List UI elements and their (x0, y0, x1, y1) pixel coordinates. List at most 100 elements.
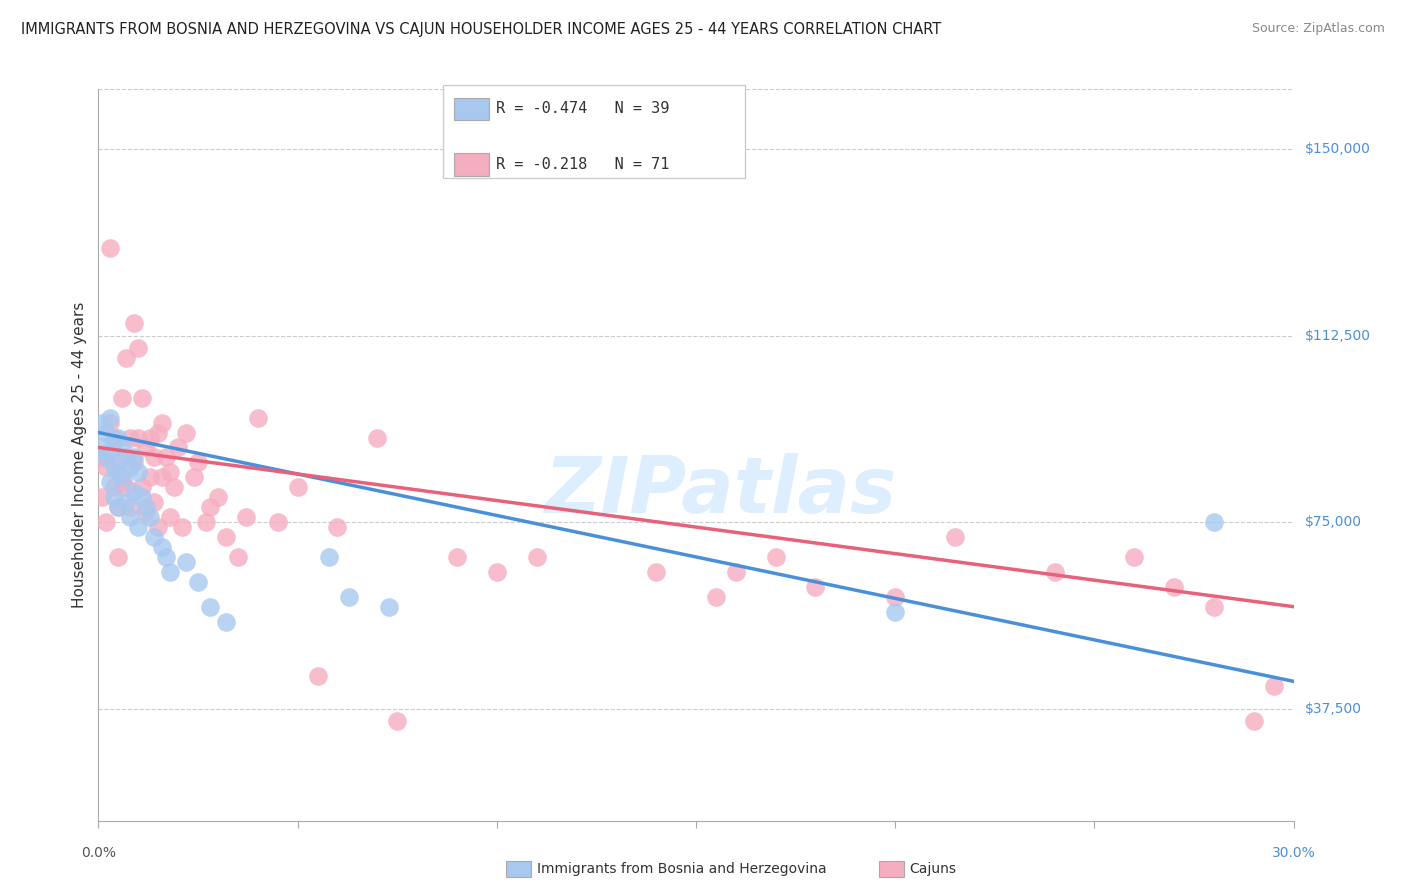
Point (131, 480, 153, 494)
Point (215, 530, 238, 544)
Point (135, 441, 157, 455)
Point (1202, 515, 1225, 529)
Text: Source: ZipAtlas.com: Source: ZipAtlas.com (1251, 22, 1385, 36)
Point (267, 515, 290, 529)
Point (135, 500, 157, 515)
Point (124, 316, 146, 330)
Point (127, 520, 149, 534)
Point (103, 460, 125, 475)
Point (148, 425, 170, 440)
Point (187, 574, 209, 589)
Point (1163, 580, 1185, 594)
Point (724, 565, 747, 579)
Point (1243, 714, 1265, 728)
Point (127, 430, 149, 444)
Point (148, 520, 170, 534)
Point (98, 475, 122, 490)
Point (143, 530, 166, 544)
Point (107, 430, 129, 444)
Point (124, 455, 146, 469)
Point (107, 549, 129, 564)
Point (107, 500, 129, 515)
Point (98, 410, 122, 425)
Point (127, 466, 149, 480)
Point (163, 480, 186, 494)
Point (120, 460, 142, 475)
Text: 0.0%: 0.0% (82, 846, 115, 860)
Point (235, 510, 257, 524)
Point (172, 520, 194, 534)
Text: $150,000: $150,000 (1305, 142, 1371, 156)
Point (385, 714, 409, 728)
Point (131, 490, 153, 504)
Point (159, 466, 181, 480)
Text: Immigrants from Bosnia and Herzegovina: Immigrants from Bosnia and Herzegovina (537, 862, 827, 876)
Point (91, 441, 114, 455)
Point (159, 510, 181, 524)
Point (339, 590, 360, 604)
Point (194, 515, 218, 529)
Text: $37,500: $37,500 (1305, 702, 1361, 715)
Point (91, 450, 114, 465)
Point (120, 500, 142, 515)
Point (366, 430, 388, 444)
Point (135, 505, 157, 519)
Point (318, 549, 340, 564)
Point (103, 435, 125, 450)
Point (107, 466, 129, 480)
Point (174, 555, 197, 569)
Point (198, 599, 221, 614)
Point (526, 549, 548, 564)
Point (120, 430, 142, 444)
Point (1043, 565, 1066, 579)
Point (120, 510, 142, 524)
Point (91, 490, 114, 504)
Point (159, 565, 181, 579)
Point (115, 450, 138, 465)
Point (207, 490, 229, 504)
Point (150, 540, 173, 554)
Point (96, 425, 118, 440)
Point (1123, 549, 1146, 564)
Text: R = -0.474   N = 39: R = -0.474 N = 39 (496, 102, 669, 116)
Point (378, 599, 401, 614)
Point (150, 416, 173, 430)
Point (155, 549, 177, 564)
Point (198, 500, 221, 515)
Point (155, 450, 177, 465)
Text: R = -0.218   N = 71: R = -0.218 N = 71 (496, 157, 669, 171)
Point (111, 475, 134, 490)
Point (107, 455, 129, 469)
Point (485, 565, 508, 579)
Point (111, 391, 134, 405)
Point (1202, 599, 1225, 614)
Point (127, 341, 149, 355)
Point (446, 549, 468, 564)
Point (187, 455, 209, 469)
Point (131, 391, 153, 405)
Point (143, 450, 166, 465)
Point (115, 480, 138, 494)
Point (139, 430, 162, 444)
Point (246, 410, 269, 425)
Point (287, 480, 309, 494)
Point (103, 430, 125, 444)
Point (111, 441, 134, 455)
Point (943, 530, 966, 544)
Point (174, 425, 197, 440)
Point (91, 416, 114, 430)
Point (103, 480, 125, 494)
Point (96, 460, 118, 475)
Point (139, 470, 162, 484)
Text: Cajuns: Cajuns (910, 862, 956, 876)
Point (215, 615, 238, 629)
Point (96, 515, 118, 529)
Point (96, 450, 118, 465)
Text: IMMIGRANTS FROM BOSNIA AND HERZEGOVINA VS CAJUN HOUSEHOLDER INCOME AGES 25 - 44 : IMMIGRANTS FROM BOSNIA AND HERZEGOVINA V… (21, 22, 942, 37)
Point (326, 520, 349, 534)
Point (107, 500, 129, 515)
Point (98, 445, 122, 459)
Point (124, 450, 146, 465)
Point (167, 441, 190, 455)
Text: 30.0%: 30.0% (1271, 846, 1316, 860)
